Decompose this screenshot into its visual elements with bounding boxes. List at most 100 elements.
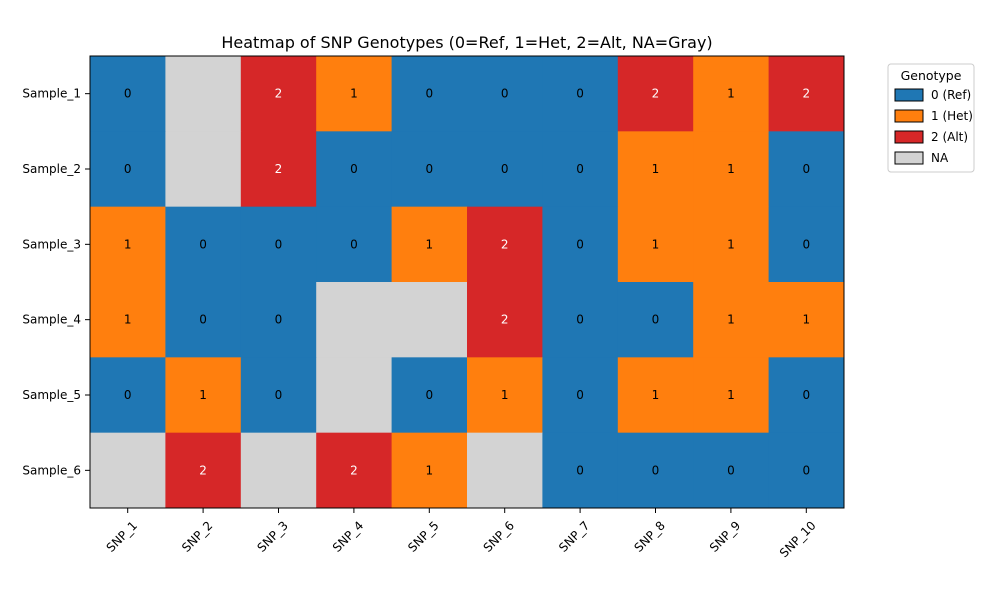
heatmap-cell-sample_5-snp_7 [542,357,619,434]
heatmap-cell-sample_1-snp_6 [467,56,543,132]
heatmap-cell-sample_2-snp_3 [240,131,317,208]
cell-value-label: 0 [275,388,283,402]
cell-value-label: 2 [275,87,283,101]
cell-value-label: 0 [199,313,207,327]
legend-swatch [894,130,924,144]
cell-value-label: 1 [425,463,433,477]
heatmap-cell-sample_5-snp_6 [467,357,543,434]
heatmap-cell-sample_4-snp_9 [693,282,770,358]
heatmap-cell-sample_2-snp_1 [90,131,166,208]
heatmap-cell-sample_3-snp_4 [316,206,393,283]
cell-value-label: 0 [802,162,810,176]
heatmap-cell-sample_4-snp_10 [768,282,845,358]
heatmap-cell-sample_1-snp_3 [240,56,317,132]
heatmap-cell-sample_3-snp_10 [768,206,845,283]
heatmap-cell-sample_5-snp_2 [165,357,242,434]
cell-value-label: 0 [199,237,207,251]
cell-value-label: 0 [501,162,509,176]
cell-value-label: 0 [275,237,283,251]
legend-label: 2 (Alt) [931,130,968,144]
plot-frame [89,55,845,509]
cell-value-label: 1 [199,388,207,402]
cell-value-label: 2 [652,87,660,101]
cell-value-label: 0 [576,87,584,101]
legend-swatch [894,109,924,123]
cell-value-label: 2 [802,87,810,101]
legend: Genotype 0 (Ref) 1 (Het) 2 (Alt) NA [887,63,975,173]
legend-title: Genotype [901,68,962,83]
cell-value-label: 0 [727,463,735,477]
cell-value-label: 1 [727,87,735,101]
cell-value-label: 2 [501,313,509,327]
y-tick-label: Sample_5 [22,388,81,402]
heatmap-cell-sample_6-snp_5 [391,432,468,509]
cell-value-label: 0 [652,463,660,477]
heatmap-cell-sample_6-snp_3 [240,432,317,509]
cell-value-label: 0 [425,162,433,176]
heatmap-cell-sample_2-snp_6 [467,131,543,208]
cell-value-label: 1 [501,388,509,402]
heatmap-cell-sample_4-snp_4 [316,282,393,358]
legend-label: NA [931,151,949,165]
heatmap-cell-sample_2-snp_5 [391,131,468,208]
heatmap-cell-sample_6-snp_10 [768,432,845,509]
cell-value-label: 1 [727,237,735,251]
legend-entries: 0 (Ref) 1 (Het) 2 (Alt) NA [894,88,973,165]
heatmap-cell-sample_3-snp_3 [240,206,317,283]
heatmap-cell-sample_2-snp_10 [768,131,845,208]
heatmap-cell-sample_2-snp_7 [542,131,619,208]
legend-label: 1 (Het) [931,109,973,123]
x-tick-label: SNP_4 [330,518,366,554]
y-tick-label: Sample_6 [22,463,81,477]
heatmap-cell-sample_4-snp_6 [467,282,543,358]
heatmap-cell-sample_3-snp_1 [90,206,166,283]
heatmap-cell-sample_5-snp_1 [90,357,166,434]
cell-value-label: 1 [652,388,660,402]
heatmap-cell-sample_3-snp_8 [617,206,694,283]
heatmap-cell-sample_5-snp_4 [316,357,393,434]
heatmap-cell-sample_2-snp_4 [316,131,393,208]
heatmap-cell-sample_1-snp_4 [316,56,393,132]
cell-value-label: 1 [802,313,810,327]
x-tick-label: SNP_2 [179,518,215,554]
heatmap-cell-sample_6-snp_4 [316,432,393,509]
cell-value-label: 0 [802,237,810,251]
cell-value-label: 0 [576,463,584,477]
heatmap-cell-sample_3-snp_2 [165,206,242,283]
y-tick-label: Sample_3 [22,237,81,251]
heatmap-cell-sample_1-snp_10 [768,56,845,132]
cell-value-label: 2 [350,463,358,477]
heatmap-cell-sample_4-snp_1 [90,282,166,358]
heatmap-cell-sample_6-snp_1 [90,432,166,509]
cell-value-label: 0 [576,388,584,402]
heatmap-cell-sample_4-snp_2 [165,282,242,358]
heatmap-cell-sample_3-snp_5 [391,206,468,283]
heatmap-cell-labels: 0 2 1 0 0 0 2 1 2 0 2 0 0 0 0 1 1 0 1 0 0 0 1 2 0 1 1 0 1 0 0 2 0 0 1 1 0 1 0 0… [124,87,810,478]
cell-value-label: 0 [124,162,132,176]
cell-value-label: 1 [652,237,660,251]
x-tick-label: SNP_8 [631,518,667,554]
cell-value-label: 0 [275,313,283,327]
cell-value-label: 0 [350,237,358,251]
heatmap-cell-sample_5-snp_5 [391,357,468,434]
heatmap-cell-sample_4-snp_7 [542,282,619,358]
heatmap-cell-sample_6-snp_2 [165,432,242,509]
x-tick-label: SNP_10 [777,518,819,560]
heatmap-cell-sample_3-snp_6 [467,206,543,283]
heatmap-cell-sample_5-snp_9 [693,357,770,434]
heatmap-cell-sample_6-snp_7 [542,432,619,509]
heatmap-cell-sample_5-snp_8 [617,357,694,434]
x-tick-label: SNP_1 [104,518,140,554]
heatmap-cell-sample_6-snp_9 [693,432,770,509]
cell-value-label: 0 [124,388,132,402]
heatmap-cell-sample_3-snp_7 [542,206,619,283]
cell-value-label: 0 [576,313,584,327]
legend-swatch [894,88,924,102]
cell-value-label: 2 [275,162,283,176]
heatmap-cell-sample_2-snp_8 [617,131,694,208]
chart-title: Heatmap of SNP Genotypes (0=Ref, 1=Het, … [221,33,712,52]
cell-value-label: 1 [124,237,132,251]
y-tick-label: Sample_4 [22,313,81,327]
heatmap-cell-sample_4-snp_8 [617,282,694,358]
heatmap-cell-sample_5-snp_3 [240,357,317,434]
